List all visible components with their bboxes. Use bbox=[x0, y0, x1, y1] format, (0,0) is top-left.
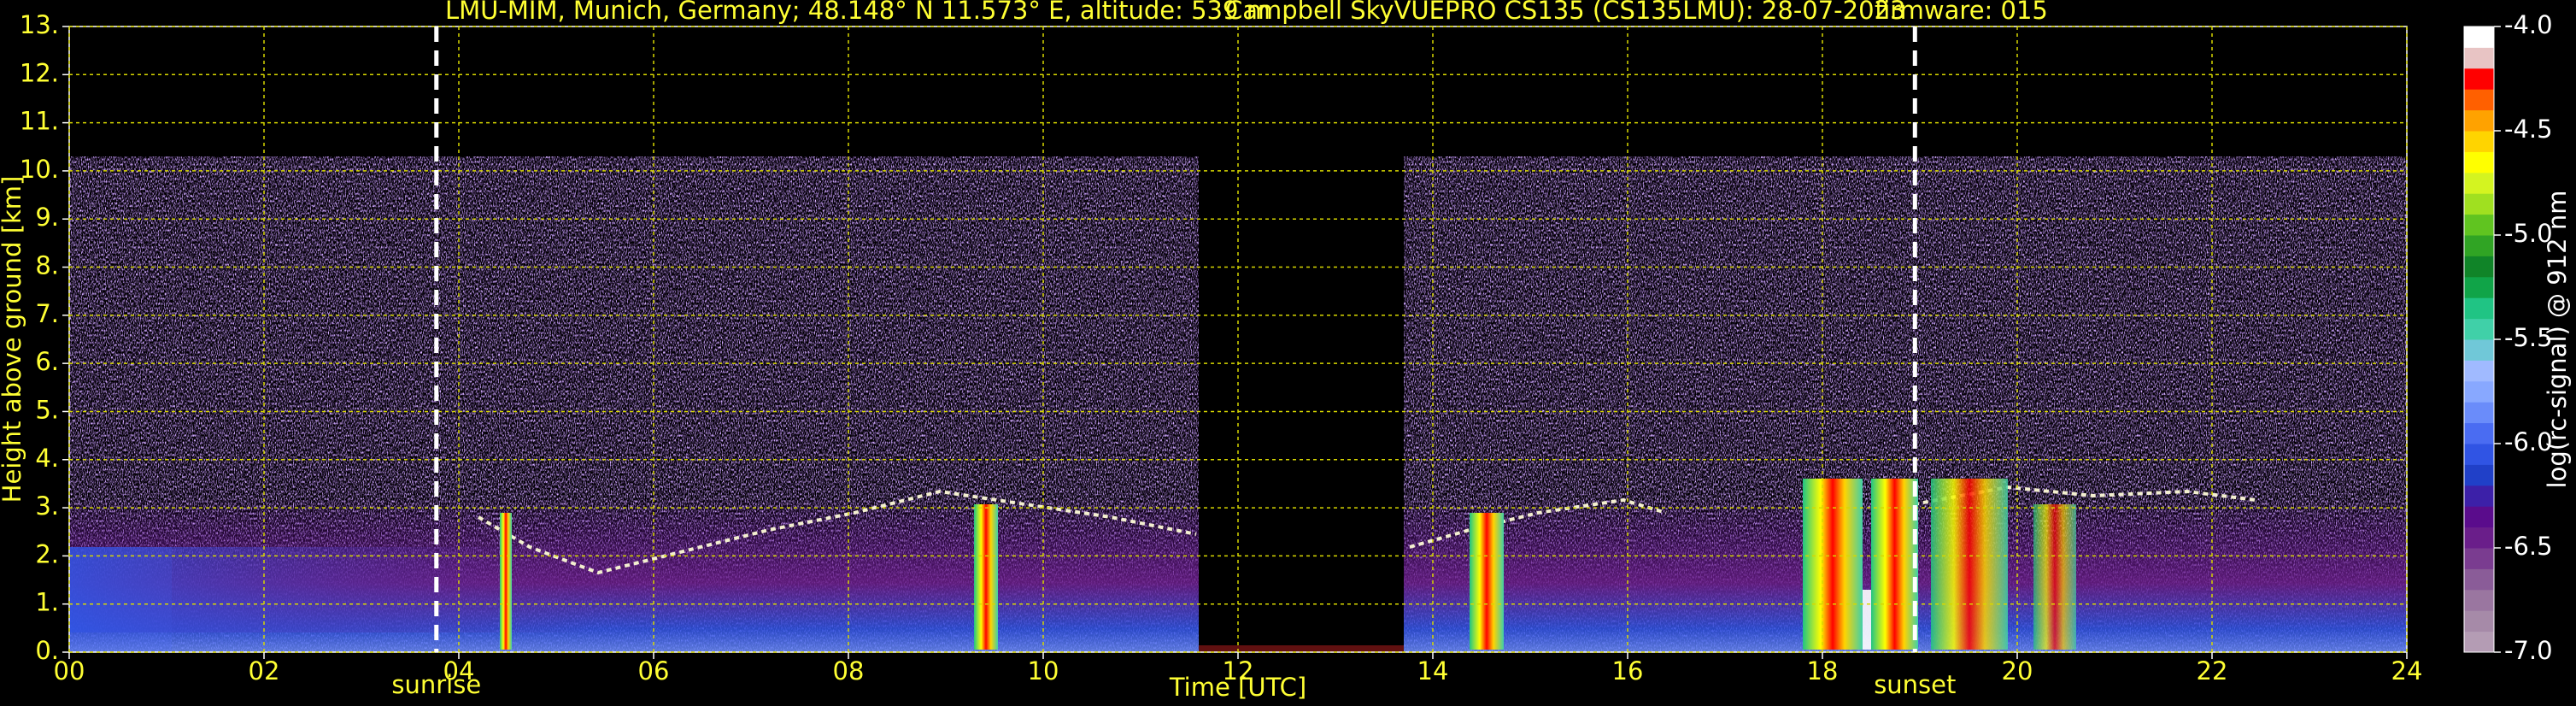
y-axis-label: Height above ground [km] bbox=[0, 176, 26, 503]
colorbar-tick-label: -7.0 bbox=[2504, 636, 2553, 665]
cloud bbox=[2033, 504, 2076, 650]
chart-title: Campbell SkyVUEPRO CS135 (CS135LMU): 28-… bbox=[1225, 0, 1905, 25]
x-tick-label: 02 bbox=[249, 656, 280, 685]
x-axis-label: Time [UTC] bbox=[1169, 673, 1306, 702]
cloud bbox=[500, 513, 512, 650]
cloud bbox=[1803, 479, 1863, 650]
x-tick-label: 20 bbox=[2002, 656, 2033, 685]
colorbar-segment bbox=[2464, 589, 2494, 611]
colorbar-segment bbox=[2464, 297, 2494, 320]
y-tick-label: 9. bbox=[35, 203, 59, 232]
colorbar-segment bbox=[2464, 402, 2494, 424]
cloud bbox=[974, 504, 998, 650]
colorbar-segment bbox=[2464, 485, 2494, 507]
colorbar-tick-label: -4.0 bbox=[2504, 10, 2553, 39]
y-tick-label: 0. bbox=[35, 636, 59, 665]
colorbar-label: log(rc-signal) @ 912 nm bbox=[2543, 191, 2572, 489]
y-tick-label: 10. bbox=[20, 155, 59, 184]
x-tick-label: 12 bbox=[1223, 656, 1254, 685]
y-tick-label: 2. bbox=[35, 539, 59, 568]
colorbar-segment bbox=[2464, 151, 2494, 174]
colorbar-segment bbox=[2464, 193, 2494, 215]
colorbar-segment bbox=[2464, 172, 2494, 194]
y-tick-label: 1. bbox=[35, 588, 59, 617]
y-tick-label: 4. bbox=[35, 444, 59, 473]
colorbar-segment bbox=[2464, 631, 2494, 653]
annotation: sunset bbox=[1874, 670, 1956, 699]
colorbar-segment bbox=[2464, 26, 2494, 48]
x-tick-label: 08 bbox=[833, 656, 865, 685]
x-tick-label: 16 bbox=[1612, 656, 1644, 685]
y-tick-label: 8. bbox=[35, 251, 59, 280]
y-tick-label: 7. bbox=[35, 299, 59, 328]
colorbar-tick-label: -4.5 bbox=[2504, 115, 2553, 144]
colorbar-segment bbox=[2464, 318, 2494, 340]
colorbar-segment bbox=[2464, 68, 2494, 90]
x-tick-label: 00 bbox=[54, 656, 85, 685]
colorbar-segment bbox=[2464, 47, 2494, 69]
data-gap bbox=[1199, 156, 1404, 652]
y-tick-label: 3. bbox=[35, 491, 59, 521]
colorbar-segment bbox=[2464, 422, 2494, 444]
colorbar-segment bbox=[2464, 568, 2494, 591]
cloud bbox=[1470, 513, 1504, 650]
colorbar-segment bbox=[2464, 214, 2494, 236]
colorbar-segment bbox=[2464, 464, 2494, 486]
chart-title: LMU-MIM, Munich, Germany; 48.148° N 11.5… bbox=[445, 0, 1270, 25]
colorbar-segment bbox=[2464, 256, 2494, 278]
colorbar-segment bbox=[2464, 339, 2494, 361]
y-tick-label: 12. bbox=[20, 58, 59, 87]
colorbar-tick-label: -6.5 bbox=[2504, 532, 2553, 561]
x-tick-label: 18 bbox=[1807, 656, 1839, 685]
colorbar-segment bbox=[2464, 360, 2494, 382]
cloud-base bbox=[1913, 485, 2256, 506]
x-tick-label: 22 bbox=[2197, 656, 2228, 685]
colorbar-tick-label: -5.5 bbox=[2504, 323, 2553, 352]
y-tick-label: 5. bbox=[35, 395, 59, 424]
colorbar-segment bbox=[2464, 276, 2494, 298]
cloud-base bbox=[1409, 497, 1667, 549]
colorbar-segment bbox=[2464, 131, 2494, 152]
colorbar-segment bbox=[2464, 610, 2494, 632]
colorbar-segment bbox=[2464, 380, 2494, 403]
cloud bbox=[1931, 479, 2008, 650]
colorbar-segment bbox=[2464, 89, 2494, 111]
colorbar-segment bbox=[2464, 109, 2494, 132]
colorbar-segment bbox=[2464, 527, 2494, 549]
colorbar-segment bbox=[2464, 548, 2494, 569]
x-tick-label: 06 bbox=[638, 656, 670, 685]
colorbar-segment bbox=[2464, 444, 2494, 465]
x-tick-label: 14 bbox=[1417, 656, 1449, 685]
aerosol bbox=[69, 547, 599, 632]
colorbar-segment bbox=[2464, 506, 2494, 528]
data-gap bbox=[1199, 645, 1404, 652]
colorbar-segment bbox=[2464, 235, 2494, 256]
x-tick-label: 10 bbox=[1028, 656, 1059, 685]
colorbar-tick-label: -6.0 bbox=[2504, 427, 2553, 456]
cloud bbox=[1871, 479, 1918, 650]
y-tick-label: 11. bbox=[20, 107, 59, 136]
x-tick-label: 04 bbox=[443, 656, 475, 685]
annotation: sunrise bbox=[391, 670, 481, 699]
cloud-base bbox=[477, 489, 1197, 575]
y-tick-label: 6. bbox=[35, 347, 59, 376]
chart-title: firmware: 015 bbox=[1875, 0, 2048, 25]
x-tick-label: 24 bbox=[2391, 656, 2423, 685]
colorbar-tick-label: -5.0 bbox=[2504, 219, 2553, 248]
y-tick-label: 13. bbox=[20, 10, 59, 39]
